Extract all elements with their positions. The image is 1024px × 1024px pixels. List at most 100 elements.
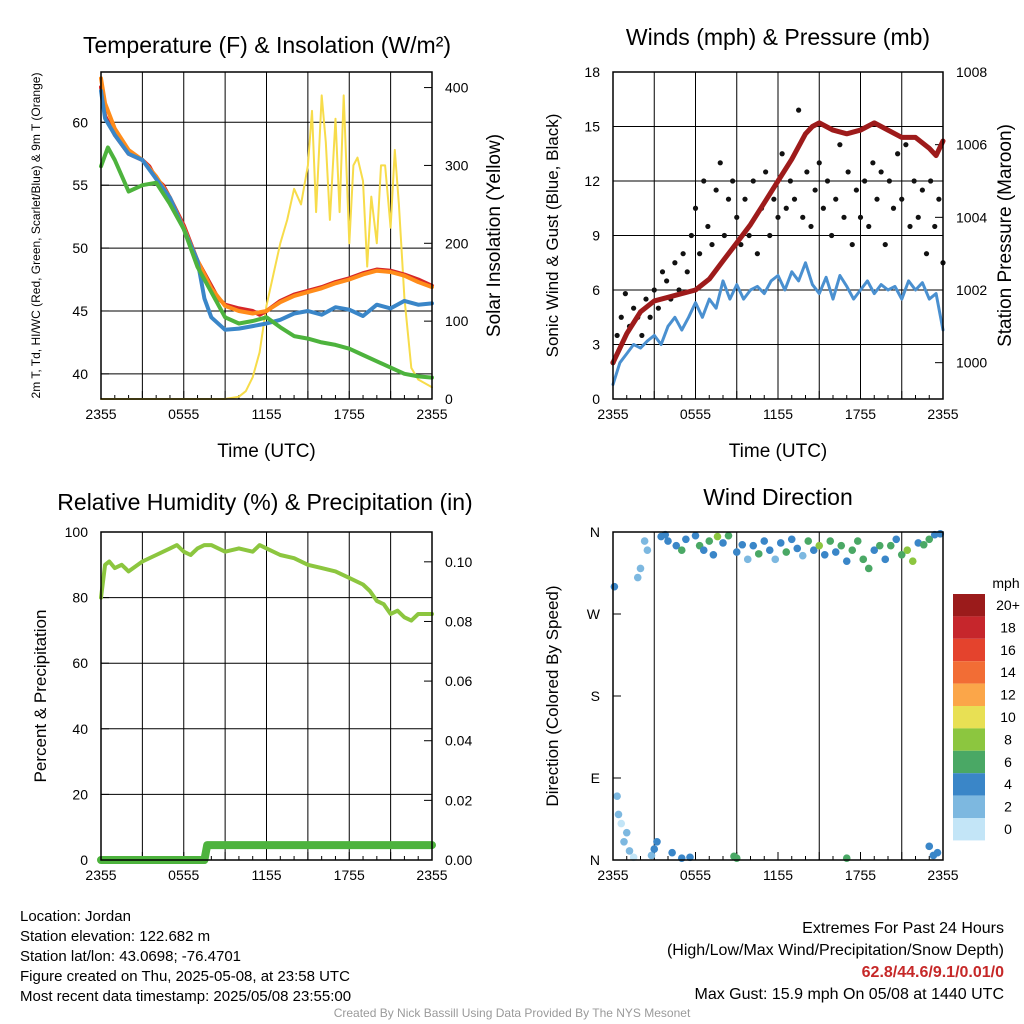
y-tick-label: 0 [80, 852, 88, 868]
y-tick-label: 40 [72, 721, 88, 737]
gust-point [701, 178, 707, 184]
y-tick-label: 60 [72, 114, 88, 130]
gust-point [804, 169, 810, 175]
direction-point [705, 537, 714, 545]
y-tick-label: N [590, 524, 600, 540]
gust-point [824, 178, 831, 184]
y-tick-label: 9 [592, 228, 600, 244]
direction-point [719, 539, 727, 547]
direction-point [699, 546, 708, 555]
gust-point [791, 196, 798, 202]
gust-point [692, 205, 699, 211]
direction-point [897, 550, 906, 559]
gust-point [800, 214, 806, 220]
legend-title: mph [992, 575, 1019, 591]
gust-point [725, 196, 732, 202]
gust-point [647, 314, 653, 320]
series-line-hi-wc [99, 88, 434, 332]
y2-tick-label: 100 [445, 313, 469, 329]
x-tick-label: 0555 [680, 406, 711, 422]
station-info: Location: Jordan Station elevation: 122.… [20, 907, 351, 1007]
legend-label: 18 [1000, 619, 1016, 635]
direction-point [925, 535, 934, 544]
gust-point [713, 187, 719, 193]
gust-point [655, 305, 661, 311]
direction-point [760, 537, 769, 545]
y2-tick-label: 0.06 [445, 673, 472, 689]
y-tick-label: 60 [72, 655, 88, 671]
gust-point [705, 223, 711, 230]
legend-swatch [953, 818, 985, 841]
direction-point [815, 541, 824, 550]
extremes-subtitle: (High/Low/Max Wind/Precipitation/Snow De… [666, 942, 1004, 959]
legend-swatch [953, 706, 985, 729]
direction-point [668, 848, 676, 857]
direction-point [647, 851, 656, 860]
gust-point [796, 107, 802, 113]
x-axis-label: Time (UTC) [217, 441, 316, 462]
gust-point [622, 291, 628, 297]
x-axis-label: Time (UTC) [729, 441, 828, 462]
plot-frame [100, 71, 433, 400]
direction-point [629, 853, 638, 862]
direction-point [724, 531, 733, 540]
y2-tick-label: 400 [445, 80, 469, 96]
legend-label: 0 [1004, 821, 1012, 837]
y2-tick-label: 1004 [956, 209, 987, 225]
gust-point [639, 332, 645, 339]
legend-swatch [953, 683, 985, 706]
gust-point [820, 205, 826, 211]
direction-point [804, 537, 813, 545]
legend-label: 2 [1004, 799, 1012, 815]
gust-point [676, 287, 682, 293]
legend-swatch [953, 661, 985, 684]
direction-point [837, 541, 846, 550]
gust-point [767, 232, 773, 239]
x-tick-label: 1155 [763, 867, 793, 883]
x-tick-label: 2355 [927, 867, 958, 883]
direction-point [826, 537, 835, 545]
legend-label: 10 [1000, 709, 1016, 725]
gust-point [787, 178, 793, 184]
series-line-relative-humidity [99, 543, 434, 623]
x-tick-label: 1755 [334, 406, 365, 422]
gust-point [775, 214, 781, 220]
gust-point [886, 178, 892, 184]
direction-point [765, 546, 774, 555]
direction-point [820, 550, 829, 559]
gust-point [936, 196, 942, 202]
direction-point [892, 535, 901, 544]
y-tick-label: 12 [584, 173, 600, 189]
y2-axis-label: Solar Insolation (Yellow) [484, 134, 505, 337]
plot-frame [100, 531, 433, 861]
gust-point [618, 314, 624, 320]
y-tick-label: 100 [65, 524, 89, 540]
y-tick-label: 45 [72, 303, 88, 319]
gust-point [862, 178, 868, 184]
gust-point [631, 305, 637, 311]
y-tick-label: 3 [592, 337, 600, 353]
y-tick-label: E [591, 770, 600, 786]
direction-point [643, 546, 652, 555]
gust-point [816, 160, 822, 166]
legend-label: 14 [1000, 664, 1016, 680]
direction-point [831, 548, 840, 556]
series-line-solar-insolation [100, 94, 433, 400]
direction-point [614, 810, 623, 819]
y-tick-label: 0 [592, 391, 600, 407]
elevation-text: Station elevation: 122.682 m [20, 928, 211, 945]
gust-point [734, 214, 740, 220]
direction-point [653, 837, 661, 846]
legend-swatch [953, 750, 985, 774]
gust-point [651, 287, 657, 293]
extremes-values: 62.8/44.6/9.1/0.01/0 [861, 964, 1004, 981]
direction-point [633, 573, 642, 582]
max-gust-text: Max Gust: 15.9 mph On 05/08 at 1440 UTC [694, 986, 1005, 1003]
series-line-sonic-wind [611, 261, 945, 386]
x-tick-label: 2355 [85, 867, 116, 883]
y-tick-label: 80 [72, 590, 88, 606]
gust-point [664, 278, 670, 284]
gust-point [895, 151, 901, 157]
direction-point [919, 540, 928, 549]
